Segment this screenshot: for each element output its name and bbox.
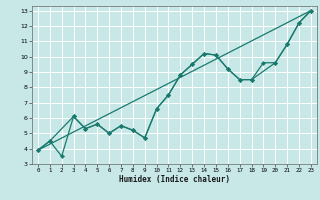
X-axis label: Humidex (Indice chaleur): Humidex (Indice chaleur) [119, 175, 230, 184]
